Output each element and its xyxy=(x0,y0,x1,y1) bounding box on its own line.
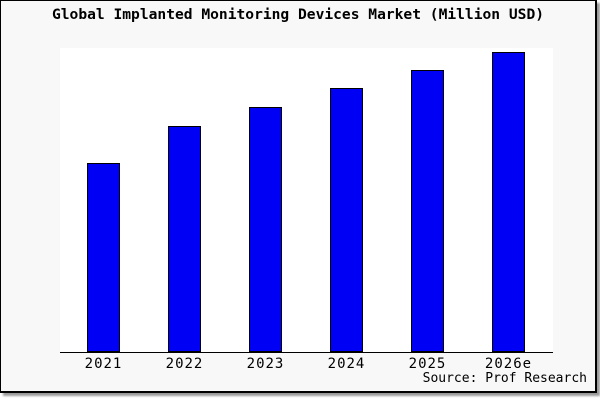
chart-box: Global Implanted Monitoring Devices Mark… xyxy=(0,0,597,393)
bar-2021 xyxy=(87,163,120,352)
x-tick-label-2022: 2022 xyxy=(165,356,204,372)
x-tick-label-2021: 2021 xyxy=(84,356,123,372)
bar-2024 xyxy=(330,88,363,352)
plot-area xyxy=(60,48,553,353)
x-tick-label-2025: 2025 xyxy=(408,356,447,372)
bar-2022 xyxy=(168,126,201,352)
bar-2026e xyxy=(492,52,525,352)
x-tick-label-2023: 2023 xyxy=(246,356,285,372)
chart-title: Global Implanted Monitoring Devices Mark… xyxy=(51,6,545,23)
bar-2025 xyxy=(411,70,444,352)
x-tick-label-2026e: 2026e xyxy=(484,356,533,372)
bar-2023 xyxy=(249,107,282,352)
source-note: Source: Prof Research xyxy=(422,371,587,386)
x-tick-label-2024: 2024 xyxy=(327,356,366,372)
